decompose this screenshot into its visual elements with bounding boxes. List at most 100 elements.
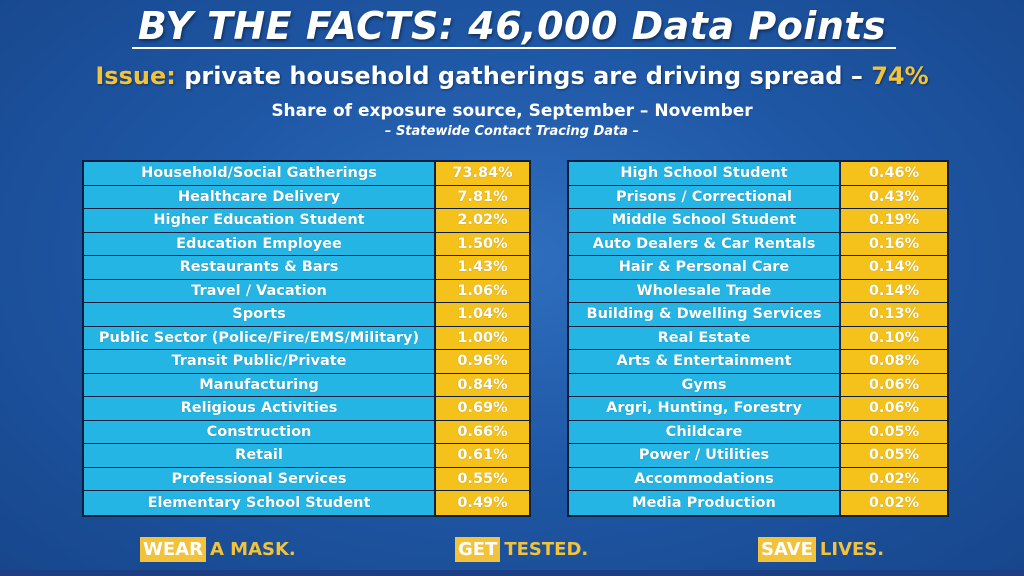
row-value: 0.13% [841, 303, 947, 326]
row-label: Elementary School Student [84, 491, 436, 515]
table-row: Elementary School Student 0.49% [84, 491, 529, 515]
table-row: Public Sector (Police/Fire/EMS/Military)… [84, 326, 529, 351]
row-label: Childcare [569, 420, 841, 444]
row-value: 1.50% [436, 232, 529, 256]
table-row: Manufacturing 0.84% [84, 373, 529, 398]
row-value: 0.14% [841, 256, 947, 279]
row-label: Higher Education Student [84, 209, 436, 232]
row-label: Building & Dwelling Services [569, 303, 841, 326]
slogan-text: LIVES. [819, 539, 885, 560]
row-value: 0.66% [436, 420, 529, 444]
table-row: Argri, Hunting, Forestry 0.06% [569, 397, 947, 421]
row-value: 1.04% [436, 303, 529, 326]
slogan-save-lives: SAVE LIVES. [758, 537, 884, 562]
row-value: 1.43% [436, 256, 529, 279]
slogan-text: TESTED. [504, 539, 589, 560]
row-label: Household/Social Gatherings [84, 162, 436, 185]
row-label: Auto Dealers & Car Rentals [569, 232, 841, 256]
exposure-table-right: High School Student 0.46% Prisons / Correc… [567, 160, 949, 517]
row-label: Real Estate [569, 326, 841, 350]
row-value: 0.14% [841, 279, 947, 303]
row-label: Argri, Hunting, Forestry [569, 397, 841, 420]
row-value: 0.46% [841, 162, 947, 185]
row-value: 0.55% [436, 467, 529, 491]
data-source: – Statewide Contact Tracing Data – [384, 124, 640, 139]
table-row: Sports 1.04% [84, 303, 529, 327]
row-value: 0.61% [436, 444, 529, 467]
row-value: 0.43% [841, 185, 947, 209]
row-label: High School Student [569, 162, 841, 185]
row-label: Travel / Vacation [84, 279, 436, 303]
row-value: 7.81% [436, 185, 529, 209]
slogan-highlight: SAVE [758, 537, 816, 562]
row-value: 0.84% [436, 373, 529, 397]
exposure-table-left: Household/Social Gatherings 73.84% Healthc… [82, 160, 531, 517]
slogan-bar: WEAR A MASK. GET TESTED. SAVE LIVES. [0, 537, 1024, 567]
row-label: Prisons / Correctional [569, 185, 841, 209]
table-row: Retail 0.61% [84, 444, 529, 468]
row-value: 0.02% [841, 467, 947, 491]
table-row: Construction 0.66% [84, 420, 529, 445]
table-row: Real Estate 0.10% [569, 326, 947, 351]
issue-text: private household gatherings are driving… [184, 62, 863, 90]
row-value: 0.05% [841, 420, 947, 444]
slogan-highlight: GET [455, 537, 501, 562]
table-row: High School Student 0.46% [569, 162, 947, 186]
table-row: Household/Social Gatherings 73.84% [84, 162, 529, 186]
slogan-highlight: WEAR [140, 537, 206, 562]
row-value: 1.00% [436, 326, 529, 350]
table-row: Power / Utilities 0.05% [569, 444, 947, 468]
row-label: Manufacturing [84, 373, 436, 397]
row-label: Construction [84, 420, 436, 444]
table-row: Media Production 0.02% [569, 491, 947, 515]
table-row: Middle School Student 0.19% [569, 209, 947, 233]
table-row: Professional Services 0.55% [84, 467, 529, 492]
row-label: Arts & Entertainment [569, 350, 841, 373]
table-row: Education Employee 1.50% [84, 232, 529, 257]
issue-label: Issue: [95, 62, 176, 90]
row-label: Middle School Student [569, 209, 841, 232]
bottom-bar [0, 570, 1024, 576]
table-row: Hair & Personal Care 0.14% [569, 256, 947, 280]
row-value: 0.96% [436, 350, 529, 373]
table-row: Healthcare Delivery 7.81% [84, 185, 529, 210]
row-label: Hair & Personal Care [569, 256, 841, 279]
row-label: Restaurants & Bars [84, 256, 436, 279]
row-label: Sports [84, 303, 436, 326]
table-row: Travel / Vacation 1.06% [84, 279, 529, 304]
row-label: Accommodations [569, 467, 841, 491]
row-label: Healthcare Delivery [84, 185, 436, 209]
row-value: 0.06% [841, 373, 947, 397]
table-row: Auto Dealers & Car Rentals 0.16% [569, 232, 947, 257]
row-label: Religious Activities [84, 397, 436, 420]
row-label: Professional Services [84, 467, 436, 491]
page-title: BY THE FACTS: 46,000 Data Points [137, 4, 887, 48]
table-row: Childcare 0.05% [569, 420, 947, 445]
table-row: Gyms 0.06% [569, 373, 947, 398]
row-label: Power / Utilities [569, 444, 841, 467]
table-row: Wholesale Trade 0.14% [569, 279, 947, 304]
row-value: 0.06% [841, 397, 947, 420]
slogan-text: A MASK. [209, 539, 296, 560]
table-row: Building & Dwelling Services 0.13% [569, 303, 947, 327]
title-underline [132, 47, 896, 49]
table-row: Accommodations 0.02% [569, 467, 947, 492]
row-value: 0.02% [841, 491, 947, 515]
row-label: Public Sector (Police/Fire/EMS/Military) [84, 326, 436, 350]
row-value: 0.10% [841, 326, 947, 350]
table-row: Religious Activities 0.69% [84, 397, 529, 421]
row-value: 0.16% [841, 232, 947, 256]
row-value: 73.84% [436, 162, 529, 185]
row-value: 0.49% [436, 491, 529, 515]
table-row: Arts & Entertainment 0.08% [569, 350, 947, 374]
row-label: Media Production [569, 491, 841, 515]
row-label: Gyms [569, 373, 841, 397]
row-value: 2.02% [436, 209, 529, 232]
table-row: Higher Education Student 2.02% [84, 209, 529, 233]
row-label: Wholesale Trade [569, 279, 841, 303]
row-value: 0.19% [841, 209, 947, 232]
issue-percent: 74% [871, 62, 929, 90]
row-label: Education Employee [84, 232, 436, 256]
subtitle: Share of exposure source, September – No… [271, 101, 753, 121]
slogan-wear-a-mask: WEAR A MASK. [140, 537, 296, 562]
